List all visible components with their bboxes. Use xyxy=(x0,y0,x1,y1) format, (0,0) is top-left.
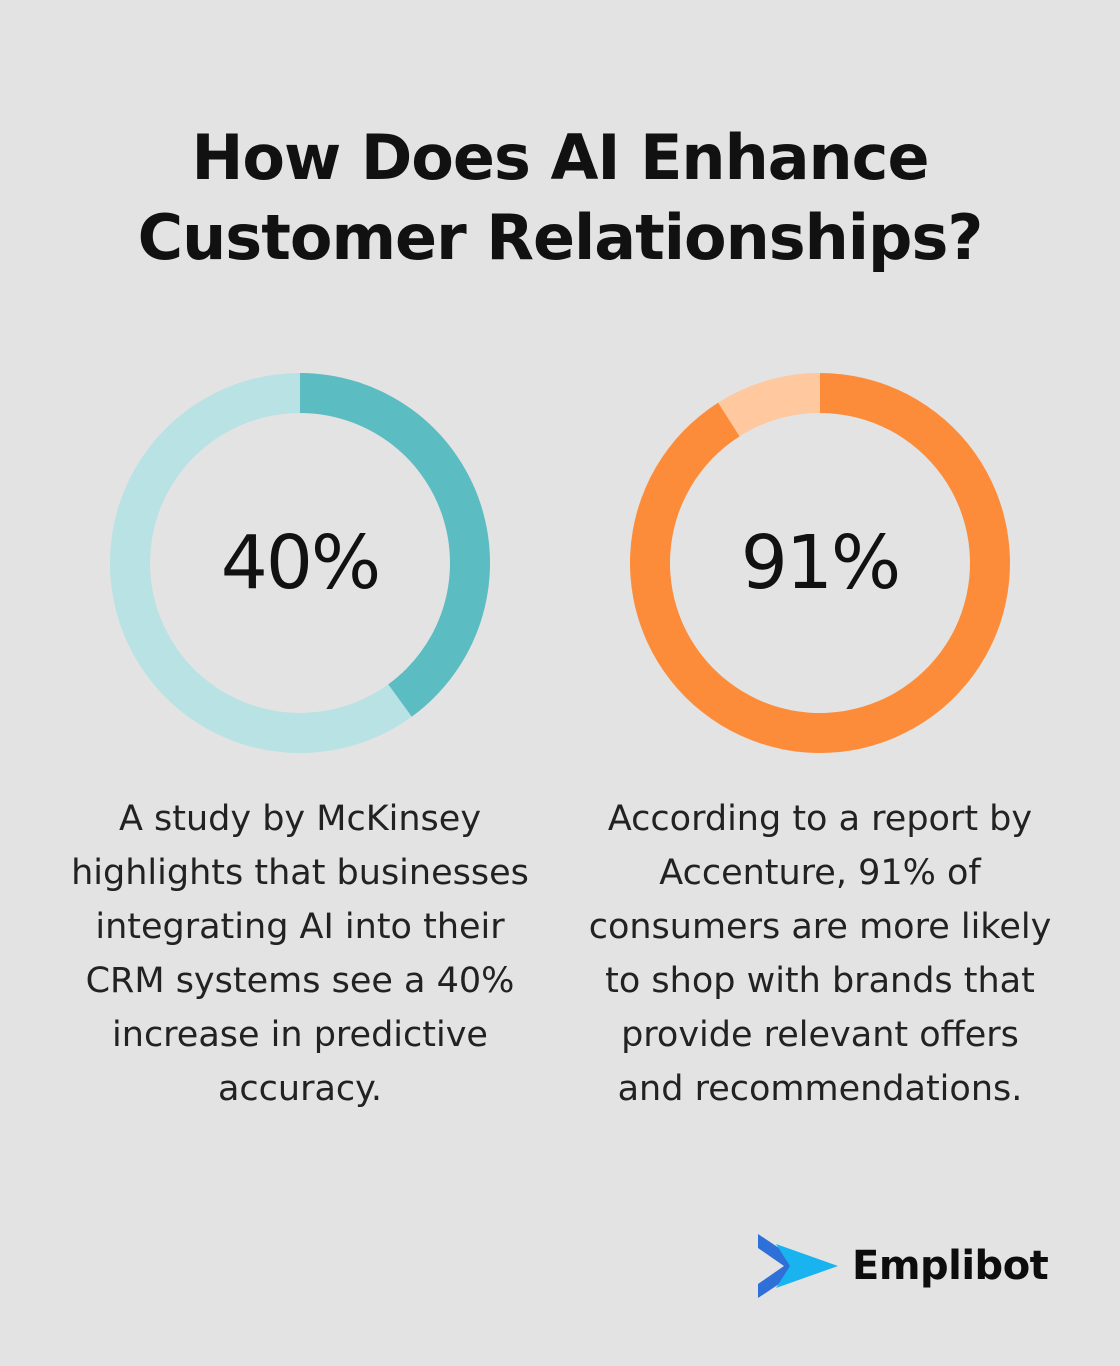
donut-svg xyxy=(630,373,1010,753)
caption-line: CRM systems see a 40% xyxy=(85,961,515,1001)
caption-line: A study by McKinsey xyxy=(118,799,482,839)
donut-center-value: 91% xyxy=(740,520,901,606)
brand-name: Emplibot xyxy=(852,1243,1049,1289)
title-line: Customer Relationships? xyxy=(137,201,984,274)
caption-line: accuracy. xyxy=(217,1069,383,1109)
caption-accenture: According to a report by Accenture, 91% … xyxy=(580,792,1060,1116)
donut-slice-remainder xyxy=(718,373,820,437)
brand-logo: Emplibot xyxy=(754,1230,1074,1302)
caption-line: to shop with brands that xyxy=(605,961,1035,1001)
play-arrows-logo-icon xyxy=(758,1234,838,1298)
donut-slice-value xyxy=(300,373,491,717)
caption-line: Accenture, 91% of xyxy=(659,853,981,893)
title-line: How Does AI Enhance xyxy=(191,121,930,194)
page-title: How Does AI Enhance Customer Relationshi… xyxy=(0,118,1120,278)
donut-chart-accenture: 91% xyxy=(630,373,1010,753)
donut-center-value: 40% xyxy=(220,520,381,606)
logo-front-arrow xyxy=(776,1244,838,1288)
caption-line: increase in predictive xyxy=(112,1015,488,1055)
donut-chart-mckinsey: 40% xyxy=(110,373,491,753)
caption-line: integrating AI into their xyxy=(95,907,505,947)
donut-slice-remainder xyxy=(110,373,412,753)
donut-svg xyxy=(110,373,491,753)
caption-line: highlights that businesses xyxy=(71,853,529,893)
caption-mckinsey: A study by McKinsey highlights that busi… xyxy=(60,792,540,1116)
logo-back-arrow xyxy=(758,1234,806,1298)
caption-line: consumers are more likely xyxy=(588,907,1052,947)
caption-line: provide relevant offers xyxy=(621,1015,1019,1055)
caption-line: According to a report by xyxy=(607,799,1033,839)
caption-line: and recommendations. xyxy=(617,1069,1023,1109)
